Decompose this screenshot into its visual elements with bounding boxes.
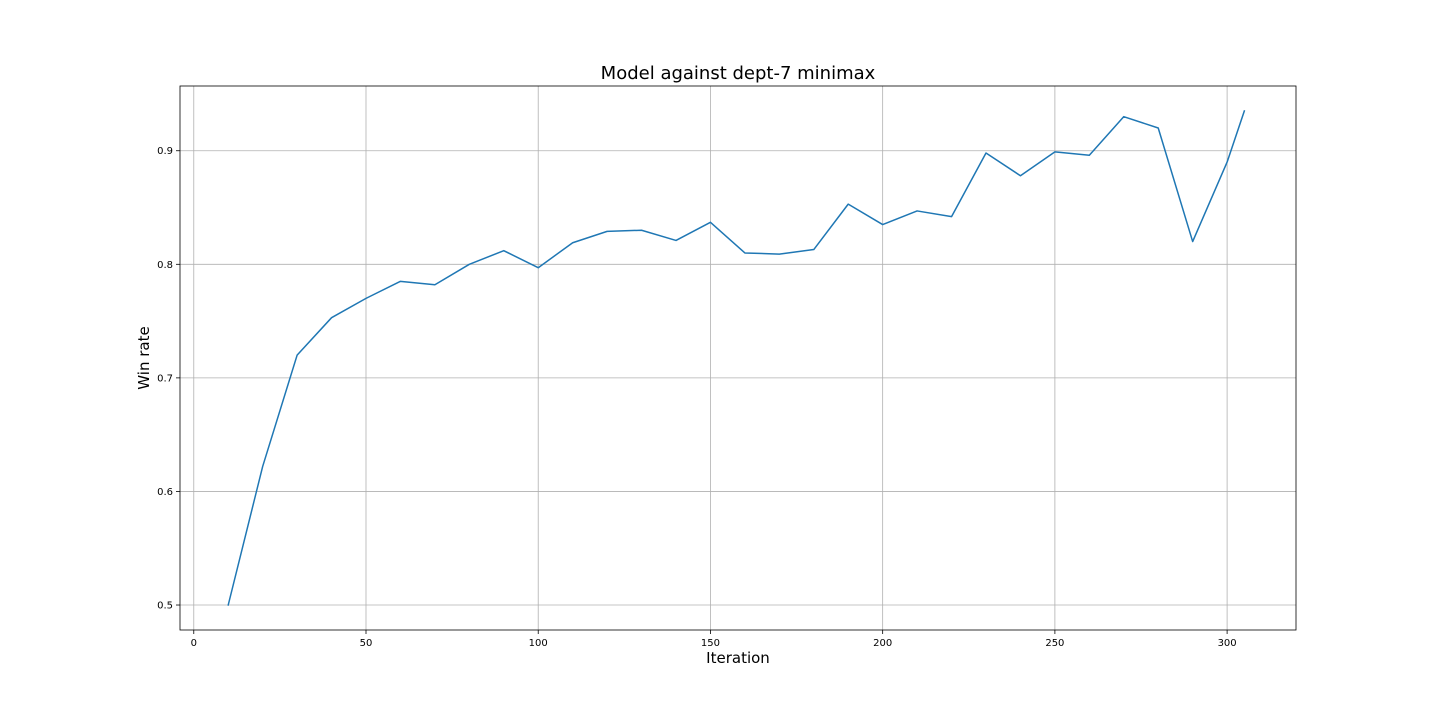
x-tick-label: 100: [529, 638, 548, 649]
x-axis-label: Iteration: [706, 649, 770, 667]
series-layer: [227, 110, 1246, 606]
x-tick-label: 150: [701, 638, 720, 649]
y-axis-label: Win rate: [135, 326, 153, 389]
y-tick-label: 0.5: [157, 601, 173, 612]
x-tick-label: 50: [360, 638, 373, 649]
y-tick-label: 0.9: [157, 146, 173, 157]
y-axis-ticks: 0.5 0.6 0.7 0.8 0.9: [157, 146, 180, 612]
plot-frame: [179, 85, 1297, 631]
x-tick-label: 200: [873, 638, 892, 649]
y-tick-label: 0.7: [157, 373, 173, 384]
chart-title: Model against dept-7 minimax: [601, 63, 876, 84]
y-tick-label: 0.8: [157, 260, 173, 271]
series-line: [227, 110, 1246, 606]
x-axis-ticks: 0 50 100 150 200 250 300: [191, 630, 1237, 649]
x-tick-label: 250: [1045, 638, 1064, 649]
grid-layer: [180, 86, 1296, 630]
x-tick-label: 0: [191, 638, 197, 649]
x-tick-label: 300: [1218, 638, 1237, 649]
y-tick-label: 0.6: [157, 487, 173, 498]
